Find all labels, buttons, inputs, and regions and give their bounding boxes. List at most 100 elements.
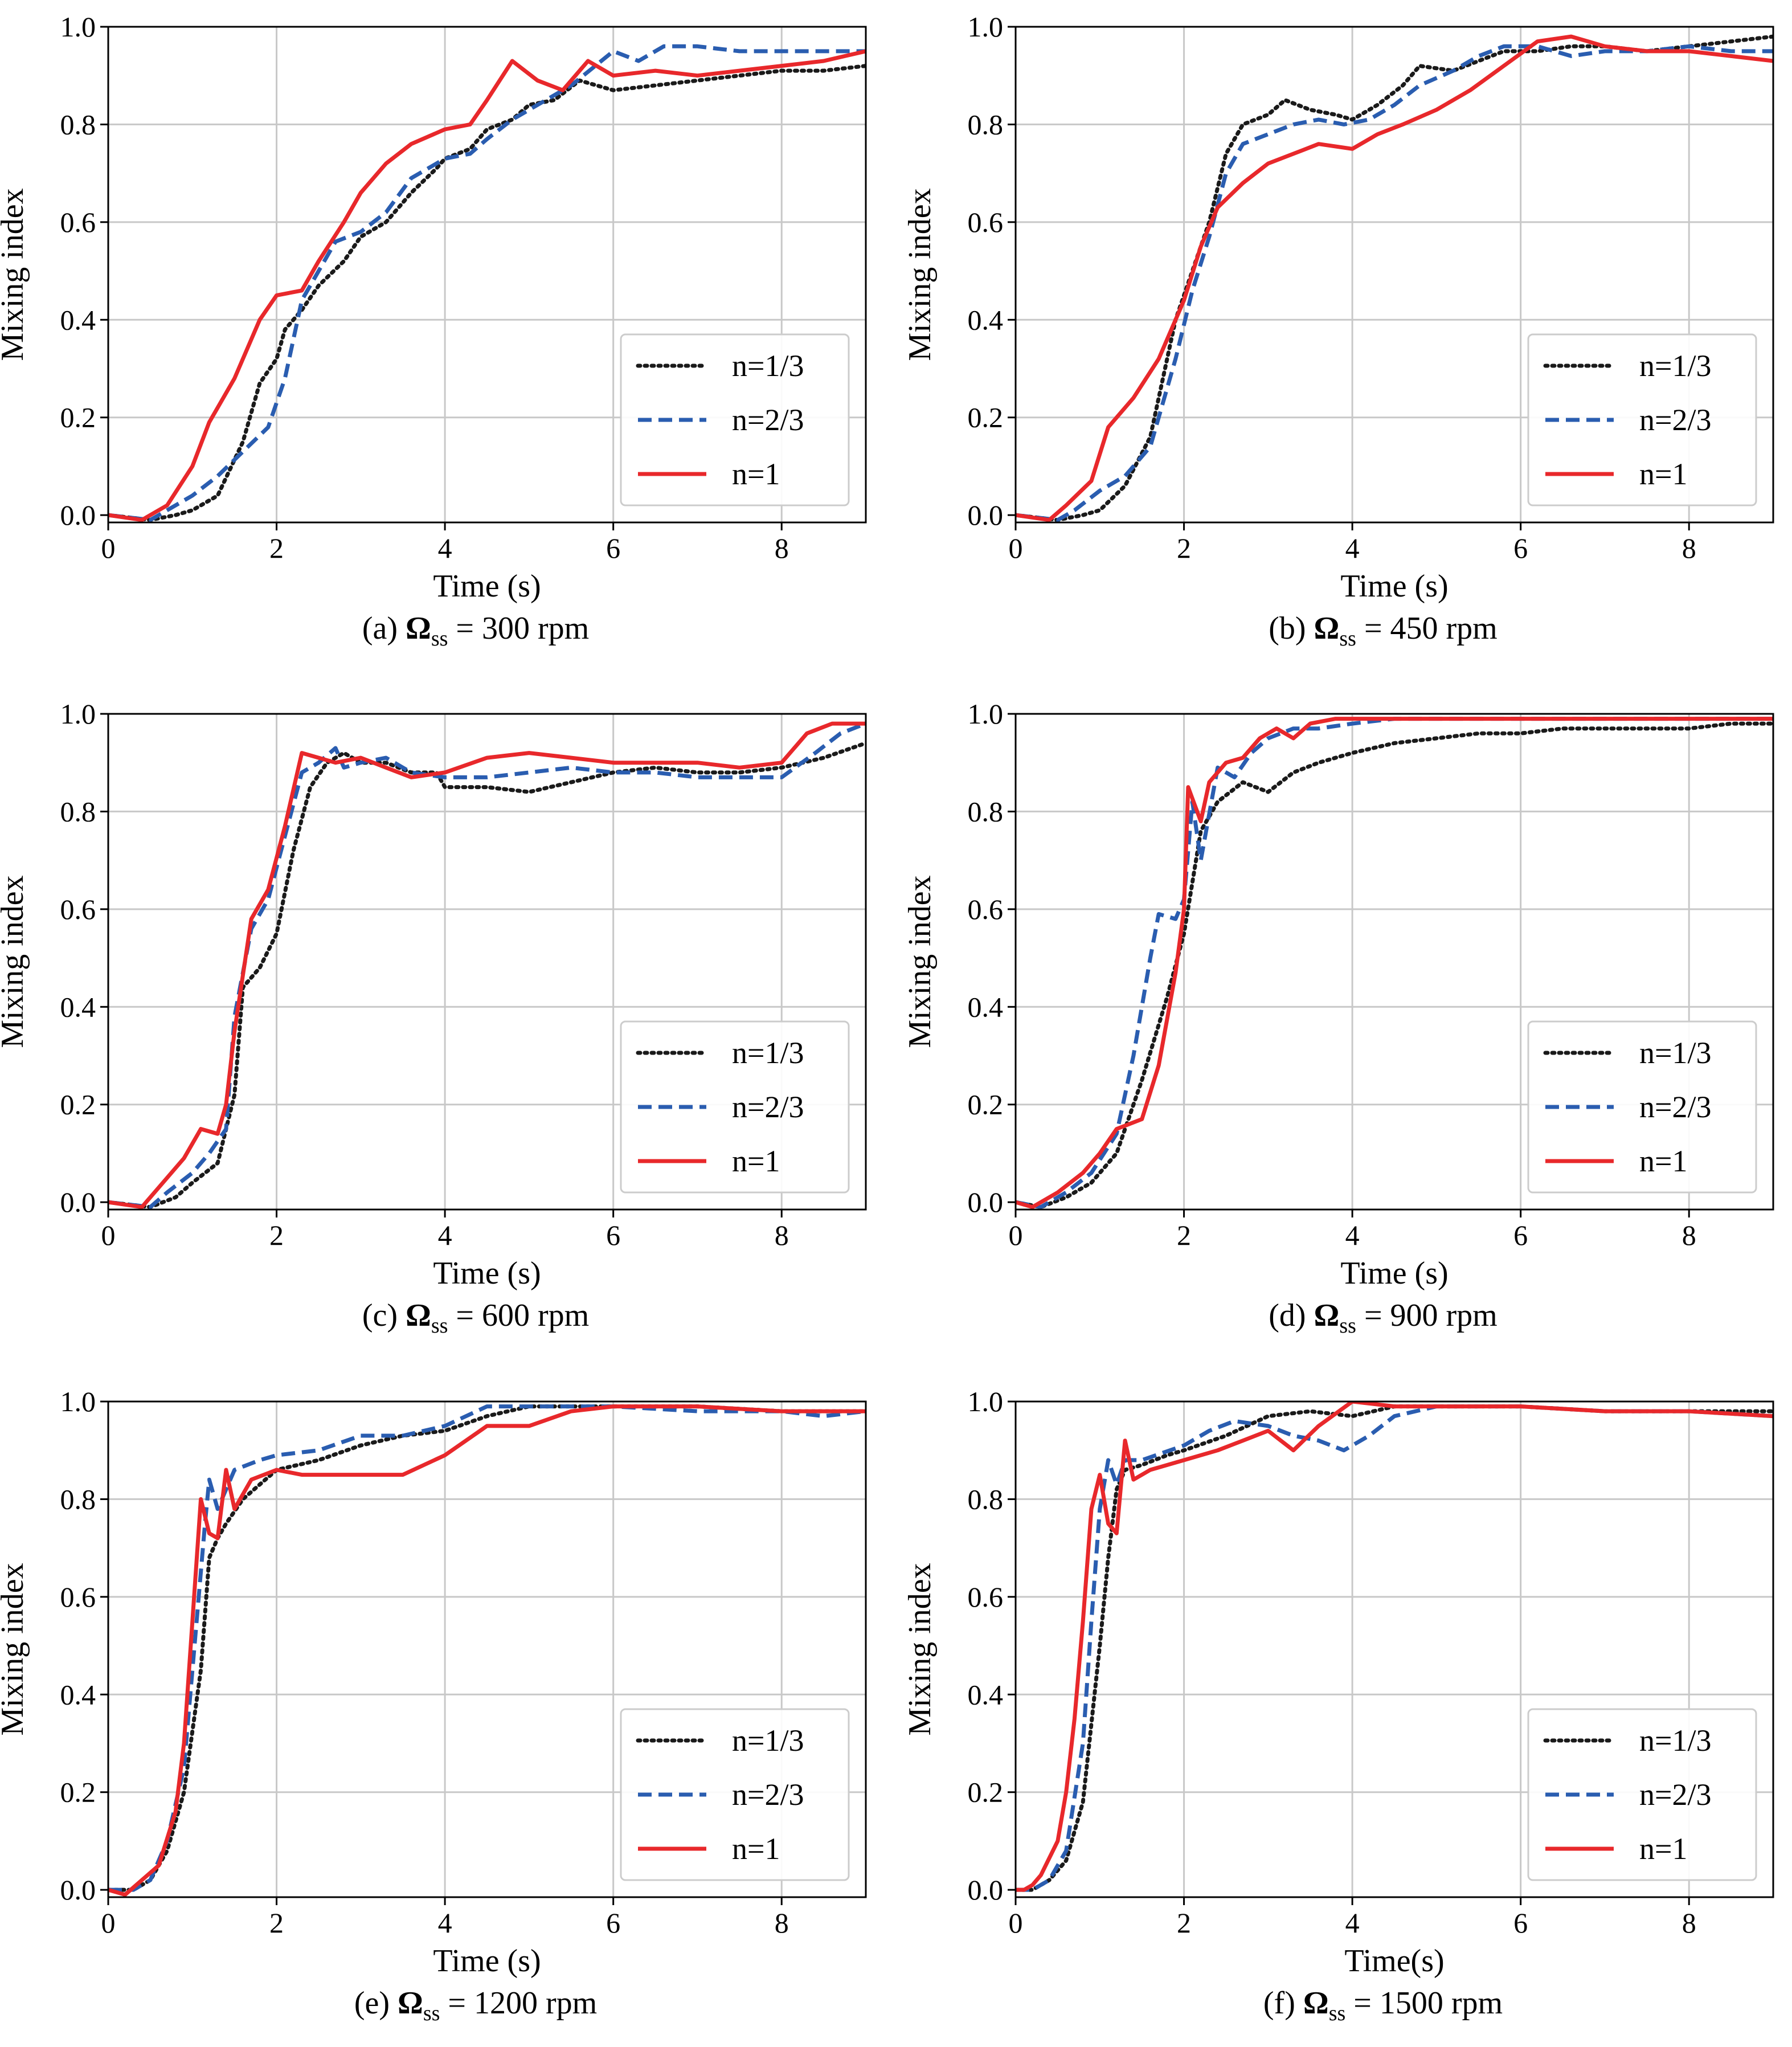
x-tick-label: 2	[269, 532, 284, 564]
y-tick-label: 0.8	[60, 108, 96, 140]
y-tick-label: 0.2	[968, 402, 1004, 434]
y-tick-label: 0.0	[968, 499, 1004, 531]
series-line-n1	[1016, 34, 1773, 522]
x-tick-label: 8	[1682, 532, 1696, 564]
y-tick-label: 0.8	[60, 1483, 96, 1515]
series-line-n23	[108, 721, 866, 1210]
legend: n=1/3 n=2/3 n=1	[620, 333, 850, 506]
x-tick-label: 0	[101, 532, 116, 564]
axes-frame	[107, 26, 867, 524]
y-tick-label: 0.6	[60, 206, 96, 238]
series-line-n1	[1016, 1402, 1773, 1892]
x-tick-label: 6	[1513, 1219, 1528, 1251]
x-tick-label: 4	[1345, 1219, 1360, 1251]
y-tick-label: 0.0	[60, 1874, 96, 1906]
y-tick-label: 0.6	[968, 1581, 1004, 1613]
y-tick-label: 0.0	[60, 1186, 96, 1218]
series-line-n1	[108, 1404, 866, 1897]
y-tick-label: 0.2	[60, 402, 96, 434]
x-tick-label: 0	[1009, 1907, 1023, 1939]
x-tick-label: 4	[438, 1907, 452, 1939]
axes-frame	[1014, 26, 1774, 524]
legend: n=1/3 n=2/3 n=1	[620, 1708, 850, 1881]
y-axis-label: Mixing index	[0, 188, 30, 361]
legend-box	[1527, 1708, 1757, 1881]
legend-entry: n=1	[1639, 1144, 1687, 1178]
legend-entry: n=1	[732, 457, 780, 491]
x-tick-label: 2	[1177, 1219, 1191, 1251]
y-tick-label: 0.2	[60, 1776, 96, 1808]
y-axis-label: Mixing index	[902, 875, 938, 1048]
legend-entry: n=1	[732, 1144, 780, 1178]
y-tick-label: 1.0	[968, 11, 1004, 43]
y-axis-label: Mixing index	[902, 1563, 938, 1735]
axes-frame	[1014, 713, 1774, 1211]
x-axis-label: Time(s)	[1344, 1943, 1444, 1979]
series-line-n23	[108, 44, 866, 522]
y-axis-label: Mixing index	[902, 188, 938, 361]
legend-entry: n=1/3	[732, 349, 804, 383]
legend: n=1/3 n=2/3 n=1	[1527, 1020, 1757, 1194]
x-tick-label: 8	[775, 1219, 789, 1251]
x-axis-label: Time (s)	[433, 1943, 541, 1979]
x-tick-label: 8	[1682, 1219, 1696, 1251]
x-tick-label: 0	[101, 1907, 116, 1939]
x-tick-label: 2	[1177, 1907, 1191, 1939]
panel-caption: (a) Ωss = 300 rpm	[362, 611, 589, 651]
legend: n=1/3 n=2/3 n=1	[620, 1020, 850, 1194]
panel-caption: (e) Ωss = 1200 rpm	[354, 1985, 597, 2025]
x-tick-label: 2	[269, 1907, 284, 1939]
x-tick-label: 4	[1345, 1907, 1360, 1939]
legend-entry: n=1/3	[732, 1723, 804, 1758]
y-tick-label: 0.4	[968, 304, 1004, 336]
x-tick-label: 4	[1345, 532, 1360, 564]
y-tick-label: 1.0	[60, 1386, 96, 1417]
x-axis-label: Time (s)	[433, 569, 541, 604]
y-tick-label: 1.0	[968, 698, 1004, 730]
legend-box	[620, 1020, 850, 1194]
x-axis-label: Time (s)	[1340, 1256, 1448, 1291]
x-tick-label: 2	[269, 1219, 284, 1251]
y-tick-label: 0.0	[60, 499, 96, 531]
x-tick-label: 4	[438, 1219, 452, 1251]
y-axis-label: Mixing index	[0, 875, 30, 1048]
y-tick-label: 0.2	[968, 1089, 1004, 1121]
x-tick-label: 0	[101, 1219, 116, 1251]
chart-panel-d: 0 2 4 6 8 0.0 0.2 0.4 0.6 0.8 1.0 Time (s) Mixing in…	[902, 698, 1774, 1338]
y-tick-label: 0.8	[968, 795, 1004, 827]
series-line-n13	[1016, 721, 1773, 1210]
y-tick-label: 0.4	[60, 1678, 96, 1710]
x-tick-label: 8	[1682, 1907, 1696, 1939]
legend-entry: n=2/3	[1639, 403, 1711, 437]
legend-entry: n=1/3	[732, 1036, 804, 1070]
panel-caption: (c) Ωss = 600 rpm	[362, 1298, 589, 1338]
x-tick-label: 8	[775, 1907, 789, 1939]
legend-box	[620, 1708, 850, 1881]
series-line-n1	[108, 49, 866, 522]
y-tick-label: 0.6	[968, 206, 1004, 238]
legend-entry: n=2/3	[732, 1778, 804, 1812]
y-axis-label: Mixing index	[0, 1563, 30, 1735]
y-tick-label: 1.0	[60, 11, 96, 43]
chart-panel-e: 0 2 4 6 8 0.0 0.2 0.4 0.6 0.8 1.0 Time (s) Mixing in…	[0, 1386, 867, 2025]
chart-panel-f: 0 2 4 6 8 0.0 0.2 0.4 0.6 0.8 1.0 Time(s) Mixing ind…	[902, 1386, 1774, 2025]
y-tick-label: 0.4	[60, 304, 96, 336]
panel-caption: (f) Ωss = 1500 rpm	[1263, 1985, 1503, 2025]
x-axis-label: Time (s)	[433, 1256, 541, 1291]
legend: n=1/3 n=2/3 n=1	[1527, 1708, 1757, 1881]
chart-panel-a: 0 2 4 6 8 0.0 0.2 0.4 0.6 0.8 1.0 Time (s) Mixing in…	[0, 11, 867, 651]
y-tick-label: 0.6	[968, 893, 1004, 925]
y-tick-label: 0.6	[60, 893, 96, 925]
x-tick-label: 6	[606, 532, 620, 564]
x-tick-label: 6	[606, 1219, 620, 1251]
axes-frame	[107, 713, 867, 1211]
x-axis-label: Time (s)	[1340, 569, 1448, 604]
legend-entry: n=2/3	[732, 403, 804, 437]
legend-entry: n=1/3	[1639, 349, 1711, 383]
legend-entry: n=2/3	[732, 1090, 804, 1124]
panel-caption: (d) Ωss = 900 rpm	[1269, 1298, 1498, 1338]
series-line-n23	[1016, 44, 1773, 522]
x-tick-label: 6	[1513, 1907, 1528, 1939]
x-tick-label: 0	[1009, 532, 1023, 564]
